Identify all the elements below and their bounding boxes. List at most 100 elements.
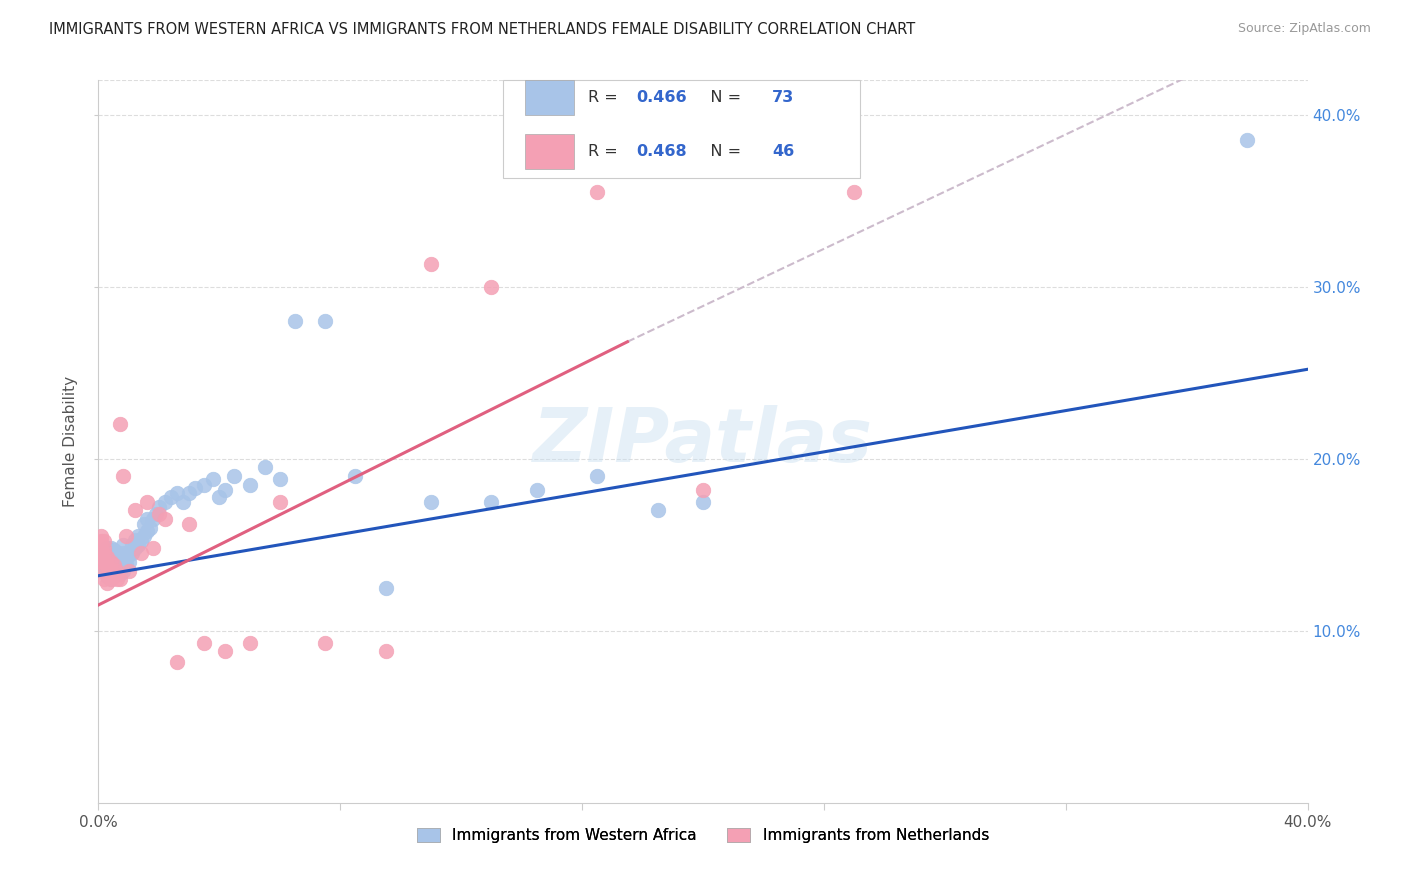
Point bbox=[420, 494, 443, 508]
Point bbox=[647, 503, 669, 517]
Point bbox=[148, 507, 170, 521]
Point bbox=[96, 575, 118, 590]
Point bbox=[90, 534, 112, 549]
Point bbox=[481, 494, 503, 508]
Point bbox=[129, 534, 152, 549]
Point bbox=[108, 567, 131, 582]
Point bbox=[111, 555, 134, 569]
Point bbox=[105, 546, 128, 560]
Point bbox=[526, 483, 548, 497]
Point bbox=[153, 494, 176, 508]
Point bbox=[96, 568, 118, 582]
Point bbox=[103, 567, 125, 582]
Point bbox=[193, 636, 215, 650]
Point bbox=[96, 555, 118, 569]
FancyBboxPatch shape bbox=[526, 135, 574, 169]
Point bbox=[124, 541, 146, 556]
Point bbox=[96, 567, 118, 582]
Point bbox=[105, 572, 128, 586]
Point bbox=[124, 503, 146, 517]
Point bbox=[96, 541, 118, 556]
Point bbox=[103, 558, 125, 573]
Point bbox=[118, 546, 141, 560]
Point bbox=[93, 551, 115, 566]
Point bbox=[284, 314, 307, 328]
Point bbox=[111, 538, 134, 552]
Point bbox=[93, 541, 115, 556]
Point bbox=[93, 564, 115, 578]
Point bbox=[253, 460, 276, 475]
Point bbox=[139, 520, 162, 534]
Point bbox=[481, 279, 503, 293]
Text: Source: ZipAtlas.com: Source: ZipAtlas.com bbox=[1237, 22, 1371, 36]
Point bbox=[111, 546, 134, 560]
Text: R =: R = bbox=[588, 145, 623, 160]
Point bbox=[148, 500, 170, 514]
Point bbox=[179, 517, 201, 532]
Point bbox=[129, 546, 152, 560]
Point bbox=[114, 551, 136, 566]
Point bbox=[100, 555, 122, 569]
Text: 46: 46 bbox=[772, 145, 794, 160]
Point bbox=[166, 486, 188, 500]
Point bbox=[105, 555, 128, 569]
Point bbox=[108, 572, 131, 586]
Point bbox=[214, 483, 236, 497]
Point bbox=[692, 483, 714, 497]
Point bbox=[844, 185, 866, 199]
Point bbox=[108, 417, 131, 432]
Point bbox=[93, 546, 115, 560]
Point bbox=[90, 555, 112, 569]
Point bbox=[90, 555, 112, 569]
Point bbox=[124, 533, 146, 547]
Text: 0.466: 0.466 bbox=[637, 90, 688, 105]
Point bbox=[127, 529, 149, 543]
Point bbox=[90, 542, 112, 557]
Point bbox=[111, 469, 134, 483]
Point bbox=[103, 549, 125, 564]
Point bbox=[93, 558, 115, 573]
Point bbox=[100, 572, 122, 586]
Point bbox=[166, 655, 188, 669]
Point bbox=[100, 541, 122, 556]
Point bbox=[314, 314, 336, 328]
Point bbox=[420, 257, 443, 271]
Point bbox=[108, 551, 131, 566]
Point bbox=[160, 490, 183, 504]
Point bbox=[193, 477, 215, 491]
Point bbox=[239, 477, 262, 491]
Legend: Immigrants from Western Africa, Immigrants from Netherlands: Immigrants from Western Africa, Immigran… bbox=[411, 822, 995, 849]
Point bbox=[586, 185, 609, 199]
Point bbox=[100, 551, 122, 566]
Point bbox=[90, 546, 112, 560]
Point bbox=[103, 567, 125, 582]
Text: 73: 73 bbox=[772, 90, 794, 105]
Point bbox=[269, 472, 291, 486]
Point bbox=[121, 538, 143, 552]
Point bbox=[100, 562, 122, 576]
Point bbox=[239, 636, 262, 650]
Point bbox=[93, 555, 115, 569]
Point bbox=[96, 549, 118, 564]
Point bbox=[103, 542, 125, 557]
Text: IMMIGRANTS FROM WESTERN AFRICA VS IMMIGRANTS FROM NETHERLANDS FEMALE DISABILITY : IMMIGRANTS FROM WESTERN AFRICA VS IMMIGR… bbox=[49, 22, 915, 37]
Point bbox=[153, 512, 176, 526]
FancyBboxPatch shape bbox=[526, 80, 574, 115]
Point bbox=[586, 469, 609, 483]
Point bbox=[111, 564, 134, 578]
Text: 0.468: 0.468 bbox=[637, 145, 688, 160]
Point bbox=[135, 524, 157, 538]
Point bbox=[374, 581, 396, 595]
Point bbox=[132, 529, 155, 543]
Point bbox=[135, 494, 157, 508]
Point bbox=[132, 517, 155, 532]
FancyBboxPatch shape bbox=[503, 80, 860, 178]
Point bbox=[108, 558, 131, 573]
Point bbox=[202, 472, 225, 486]
Point bbox=[224, 469, 246, 483]
Point bbox=[103, 558, 125, 573]
Text: N =: N = bbox=[695, 145, 745, 160]
Point bbox=[118, 555, 141, 569]
Point bbox=[214, 644, 236, 658]
Point bbox=[344, 469, 367, 483]
